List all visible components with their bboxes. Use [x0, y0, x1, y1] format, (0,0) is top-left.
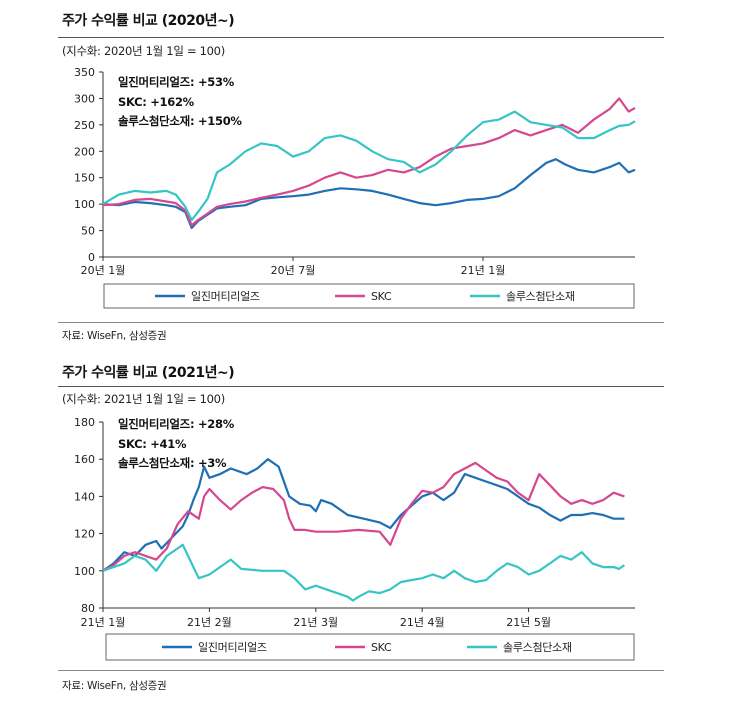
return-annotation: 일진머티리얼즈: +53% — [118, 75, 235, 89]
y-tick-label: 140 — [74, 490, 95, 503]
x-tick-label: 21년 1월 — [81, 616, 126, 629]
chart1-source: 자료: WiseFn, 삼성증권 — [62, 330, 167, 342]
chart2-x-axis: 21년 1월 21년 2월 21년 3월 21년 4월 21년 5월 — [81, 607, 635, 629]
legend-label: 일진머티리얼즈 — [191, 289, 260, 303]
y-tick-label: 350 — [74, 66, 95, 79]
chart2-title: 주가 수익률 비교 (2021년~) — [62, 365, 235, 381]
chart2-series-lines — [102, 458, 626, 602]
chart2-source: 자료: WiseFn, 삼성증권 — [62, 680, 167, 692]
return-annotation: 일진머티리얼즈: +28% — [118, 417, 235, 431]
legend-label: SKC — [371, 290, 392, 303]
series-line-1 — [102, 458, 625, 572]
series-line-3 — [102, 543, 626, 602]
y-tick-label: 200 — [74, 145, 95, 158]
x-tick-label: 21년 2월 — [187, 616, 232, 629]
return-annotation: SKC: +41% — [118, 437, 187, 451]
y-tick-label: 0 — [88, 251, 95, 264]
x-tick-label: 21년 5월 — [506, 616, 551, 629]
legend-box — [103, 283, 635, 309]
chart2-index-note: (지수화: 2021년 1월 1일 = 100) — [62, 392, 225, 406]
chart1-title: 주가 수익률 비교 (2020년~) — [62, 13, 235, 29]
legend-label: 일진머티리얼즈 — [198, 640, 267, 654]
y-tick-label: 100 — [74, 565, 95, 578]
y-tick-label: 180 — [74, 416, 95, 429]
chart1-plot: 0 50 100 150 200 250 300 350 20년 1월 20년 7월 21년 1월… — [74, 66, 636, 309]
y-tick-label: 250 — [74, 119, 95, 132]
chart2-legend: 일진머티리얼즈 SKC 솔루스첨단소재 — [105, 633, 635, 661]
chart1-bottom-rule — [58, 322, 664, 323]
y-tick-label: 100 — [74, 198, 95, 211]
legend-label: 솔루스첨단소재 — [506, 290, 575, 303]
chart2-bottom-rule — [58, 670, 664, 671]
chart2-annotations: 일진머티리얼즈: +28% SKC: +41% 솔루스첨단소재: +3% — [118, 417, 235, 470]
return-annotation: 솔루스첨단소재: +150% — [118, 114, 242, 128]
legend-label: SKC — [371, 641, 392, 654]
return-annotation: 솔루스첨단소재: +3% — [118, 456, 227, 470]
chart2-y-axis: 80 100 120 140 160 180 — [74, 416, 104, 615]
chart1-series-lines — [102, 97, 636, 229]
legend-box — [105, 633, 635, 661]
series-line-2 — [102, 461, 625, 572]
chart2-title-rule — [58, 386, 664, 387]
x-tick-label: 20년 7월 — [271, 264, 316, 277]
x-tick-label: 21년 4월 — [400, 616, 445, 629]
chart1-x-axis: 20년 1월 20년 7월 21년 1월 — [81, 256, 635, 277]
y-tick-label: 120 — [74, 528, 95, 541]
chart1-title-rule — [58, 37, 664, 38]
chart1-legend: 일진머티리얼즈 SKC 솔루스첨단소재 — [103, 283, 635, 309]
chart1-y-axis: 0 50 100 150 200 250 300 350 — [74, 66, 104, 264]
y-tick-label: 80 — [81, 602, 95, 615]
y-tick-label: 150 — [74, 172, 95, 185]
y-tick-label: 160 — [74, 453, 95, 466]
y-tick-label: 300 — [74, 92, 95, 105]
x-tick-label: 20년 1월 — [81, 264, 126, 277]
series-line-3 — [102, 110, 636, 222]
legend-label: 솔루스첨단소재 — [503, 641, 572, 654]
x-tick-label: 21년 1월 — [461, 264, 506, 277]
x-tick-label: 21년 3월 — [293, 616, 338, 629]
y-tick-label: 50 — [81, 225, 95, 238]
chart1-annotations: 일진머티리얼즈: +53% SKC: +162% 솔루스첨단소재: +150% — [118, 75, 243, 128]
chart1-index-note: (지수화: 2020년 1월 1일 = 100) — [62, 44, 225, 58]
return-annotation: SKC: +162% — [118, 95, 195, 109]
